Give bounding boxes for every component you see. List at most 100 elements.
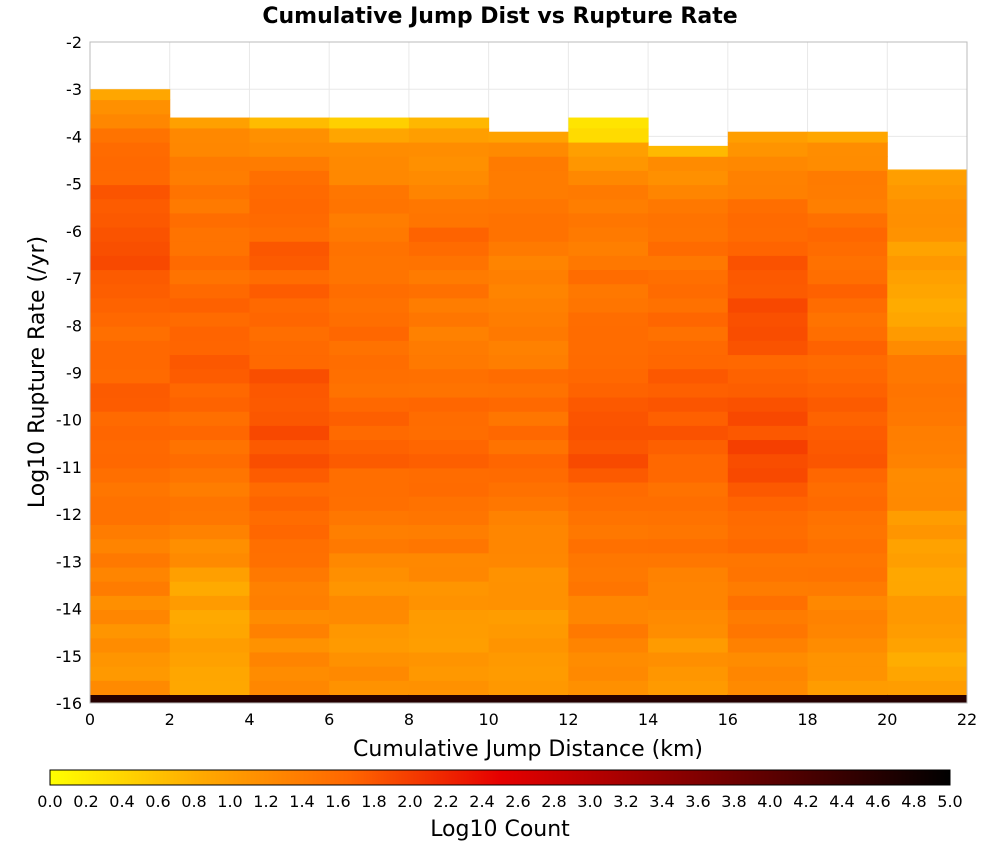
heatmap-cell — [408, 283, 490, 299]
heatmap-cell — [169, 382, 250, 398]
heatmap-cell — [727, 453, 809, 469]
heatmap-cell — [648, 567, 729, 582]
heatmap-cell — [249, 397, 330, 412]
heatmap-cell — [90, 283, 171, 299]
heatmap-cell — [408, 552, 490, 568]
colorbar-tick-label: 0.4 — [109, 792, 134, 811]
heatmap-cell — [90, 439, 171, 455]
heatmap-cell — [329, 439, 410, 455]
heatmap-cell — [648, 283, 729, 299]
heatmap-cell — [648, 581, 729, 596]
heatmap-cell — [887, 227, 968, 242]
x-tick-label: 14 — [638, 710, 658, 729]
heatmap-cell — [169, 283, 250, 299]
heatmap-cell — [807, 227, 888, 242]
y-tick-label: -13 — [56, 552, 82, 571]
heatmap-cell — [249, 453, 330, 469]
colorbar-tick-label: 4.8 — [901, 792, 926, 811]
y-tick-label: -5 — [66, 175, 82, 194]
heatmap-cell — [90, 552, 171, 568]
heatmap-cell — [488, 425, 569, 441]
heatmap-cell — [90, 397, 171, 412]
y-tick-label: -3 — [66, 80, 82, 99]
heatmap-cell — [329, 467, 410, 483]
heatmap-cell — [727, 156, 809, 171]
heatmap-cell — [249, 482, 330, 497]
heatmap-cell — [488, 552, 569, 568]
heatmap-cell — [807, 680, 888, 696]
colorbar-tick-label: 1.4 — [289, 792, 314, 811]
heatmap-cell — [807, 524, 888, 540]
heatmap-cell — [807, 212, 888, 228]
heatmap-cell — [648, 496, 729, 511]
heatmap-cell — [887, 354, 968, 370]
colorbar-tick-label: 0.6 — [145, 792, 170, 811]
heatmap-cell — [408, 297, 490, 313]
x-tick-label: 8 — [404, 710, 414, 729]
heatmap-cell — [488, 312, 569, 327]
heatmap-cell — [329, 552, 410, 568]
heatmap-cell — [90, 453, 171, 469]
heatmap-cell — [488, 496, 569, 511]
chart-title: Cumulative Jump Dist vs Rupture Rate — [262, 4, 737, 29]
heatmap-cell — [887, 538, 968, 554]
heatmap-cell — [488, 567, 569, 582]
heatmap-cell — [329, 312, 410, 327]
heatmap-cell — [90, 467, 171, 483]
heatmap-cell — [90, 652, 171, 667]
heatmap-cell — [249, 510, 330, 526]
heatmap-cell — [90, 637, 171, 653]
heatmap-cell — [648, 552, 729, 568]
heatmap-cell — [329, 482, 410, 497]
heatmap-cell — [249, 411, 330, 426]
heatmap-cell — [169, 340, 250, 356]
heatmap-cell — [568, 241, 649, 256]
heatmap-cell — [408, 652, 490, 667]
heatmap-cell — [249, 127, 330, 143]
x-tick-label: 2 — [165, 710, 175, 729]
heatmap-cell — [568, 142, 649, 157]
heatmap-cell — [408, 255, 490, 271]
heatmap-cell — [568, 212, 649, 228]
heatmap-cell — [169, 397, 250, 412]
heatmap-cell — [169, 581, 250, 596]
heatmap-cell — [249, 567, 330, 582]
heatmap-cell — [169, 297, 250, 313]
heatmap-cell — [648, 425, 729, 441]
heatmap-cell — [90, 680, 171, 696]
heatmap-cell — [249, 142, 330, 157]
heatmap-cell — [90, 212, 171, 228]
heatmap-cell — [568, 425, 649, 441]
heatmap-cell — [568, 411, 649, 426]
heatmap-cell — [488, 694, 569, 703]
heatmap-cell — [249, 595, 330, 611]
heatmap-cell — [329, 609, 410, 625]
heatmap-cell — [488, 198, 569, 214]
heatmap-cell — [727, 467, 809, 483]
heatmap-cell — [169, 354, 250, 370]
heatmap-cell — [727, 482, 809, 497]
heatmap-cell — [408, 340, 490, 356]
colorbar-tick-label: 4.6 — [865, 792, 890, 811]
heatmap-cell — [568, 117, 649, 129]
heatmap-cell — [169, 368, 250, 384]
heatmap-cell — [807, 637, 888, 653]
heatmap-cell — [90, 340, 171, 356]
heatmap-cell — [249, 354, 330, 370]
y-tick-label: -16 — [56, 694, 82, 713]
heatmap-cell — [488, 354, 569, 370]
heatmap-cell — [568, 552, 649, 568]
heatmap-cell — [568, 567, 649, 582]
heatmap-cell — [488, 212, 569, 228]
heatmap-cell — [90, 524, 171, 540]
heatmap-cell — [488, 297, 569, 313]
heatmap-cell — [329, 227, 410, 242]
heatmap-cell — [169, 524, 250, 540]
x-tick-label: 22 — [957, 710, 977, 729]
heatmap-cell — [887, 269, 968, 285]
heatmap-cell — [887, 439, 968, 455]
heatmap-cell — [887, 170, 968, 186]
heatmap-cell — [408, 170, 490, 186]
heatmap-cell — [488, 623, 569, 639]
heatmap-cell — [329, 595, 410, 611]
